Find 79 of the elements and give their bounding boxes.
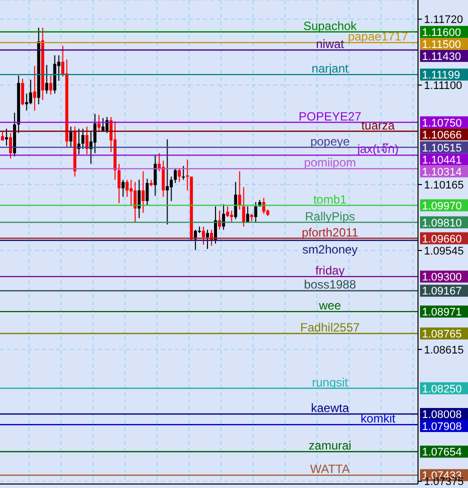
ref-line-label: 1.09167 [422, 286, 462, 298]
candlestick [234, 181, 238, 220]
y-tick-label: 1.10165 [424, 179, 464, 192]
ref-line-label: 1.07654 [422, 446, 462, 459]
y-tick-label: 1.11100 [424, 80, 462, 92]
candlestick [206, 229, 209, 250]
candlestick [154, 154, 157, 196]
candlestick [174, 168, 177, 184]
candlestick [25, 93, 28, 112]
candlestick [178, 168, 181, 182]
ref-line-label: 1.10314 [422, 166, 462, 178]
candlestick [33, 65, 36, 112]
candlestick [81, 128, 84, 150]
annotation: narjant [312, 62, 350, 76]
annotation: sm2honey [302, 242, 358, 256]
annotation: friday [315, 264, 345, 278]
candlestick [5, 128, 8, 146]
ref-line-label: 1.10666 [422, 129, 462, 142]
candlestick [122, 179, 125, 198]
candlestick [230, 210, 234, 223]
candlestick [85, 126, 88, 155]
annotation: kaewta [310, 401, 350, 416]
candlestick [130, 179, 133, 206]
annotation: pforth2011 [302, 225, 359, 240]
ref-line-label: 1.07908 [422, 421, 462, 434]
candlestick [29, 79, 32, 105]
candlestick [138, 179, 141, 219]
candlestick [9, 132, 12, 159]
annotation: boss1988 [304, 278, 356, 292]
candlestick [142, 170, 145, 214]
candlestick [118, 163, 121, 204]
ref-line-label: 1.08250 [422, 383, 462, 396]
y-tick-label: 1.08615 [424, 344, 464, 356]
ref-line-label: 1.09300 [422, 272, 462, 284]
annotation: pomiipom [304, 156, 356, 170]
annotation: POPEYE27 [298, 109, 362, 124]
candlestick [21, 78, 24, 106]
annotation: wee [318, 298, 342, 313]
candlestick [170, 176, 173, 202]
candlestick [182, 165, 185, 180]
annotation: tomb1 [313, 192, 347, 206]
candlestick [49, 75, 52, 96]
candlestick [166, 138, 169, 225]
ref-line-label: 1.11500 [422, 38, 461, 51]
candlestick [226, 206, 230, 218]
candlestick [93, 113, 96, 154]
candlestick [97, 114, 100, 132]
candlestick [126, 179, 129, 198]
ref-line-label: 1.11600 [422, 26, 461, 39]
ref-line-label: 1.09660 [422, 233, 462, 246]
annotation: komkit [360, 412, 396, 426]
y-tick-label: 1.11720 [424, 14, 463, 26]
ref-line-label: 1.08765 [422, 328, 462, 340]
candlestick [134, 181, 137, 223]
annotation: WATTA [310, 462, 350, 476]
candlestick [146, 178, 149, 206]
candlestick [254, 202, 258, 223]
annotation: Fadhil2557 [300, 320, 360, 334]
candlestick [242, 186, 246, 228]
annotation: popeye [310, 134, 350, 148]
candlestick [162, 160, 165, 198]
annotation: RallyPips [304, 209, 356, 224]
ref-line-label: 1.10441 [422, 154, 462, 166]
candlestick [186, 159, 189, 191]
y-tick-label: 1.09545 [424, 245, 464, 258]
candlestick [238, 170, 242, 210]
ref-line-label: 1.11199 [422, 70, 460, 82]
ref-line-label: 1.09810 [422, 217, 462, 230]
ref-line-label: 1.10515 [422, 142, 462, 154]
ref-line-label: 1.08008 [422, 409, 462, 422]
annotation: rungsit [312, 375, 349, 390]
candlestick [45, 64, 48, 94]
ref-line-label: 1.10750 [422, 117, 462, 130]
ref-line-label: 1.09970 [422, 200, 462, 212]
candlestick [69, 126, 72, 148]
annotation: zamurai [308, 438, 352, 453]
ref-line-label: 1.08971 [422, 306, 462, 319]
candlestick [202, 226, 205, 246]
ref-line-label: 1.11430 [422, 50, 461, 63]
